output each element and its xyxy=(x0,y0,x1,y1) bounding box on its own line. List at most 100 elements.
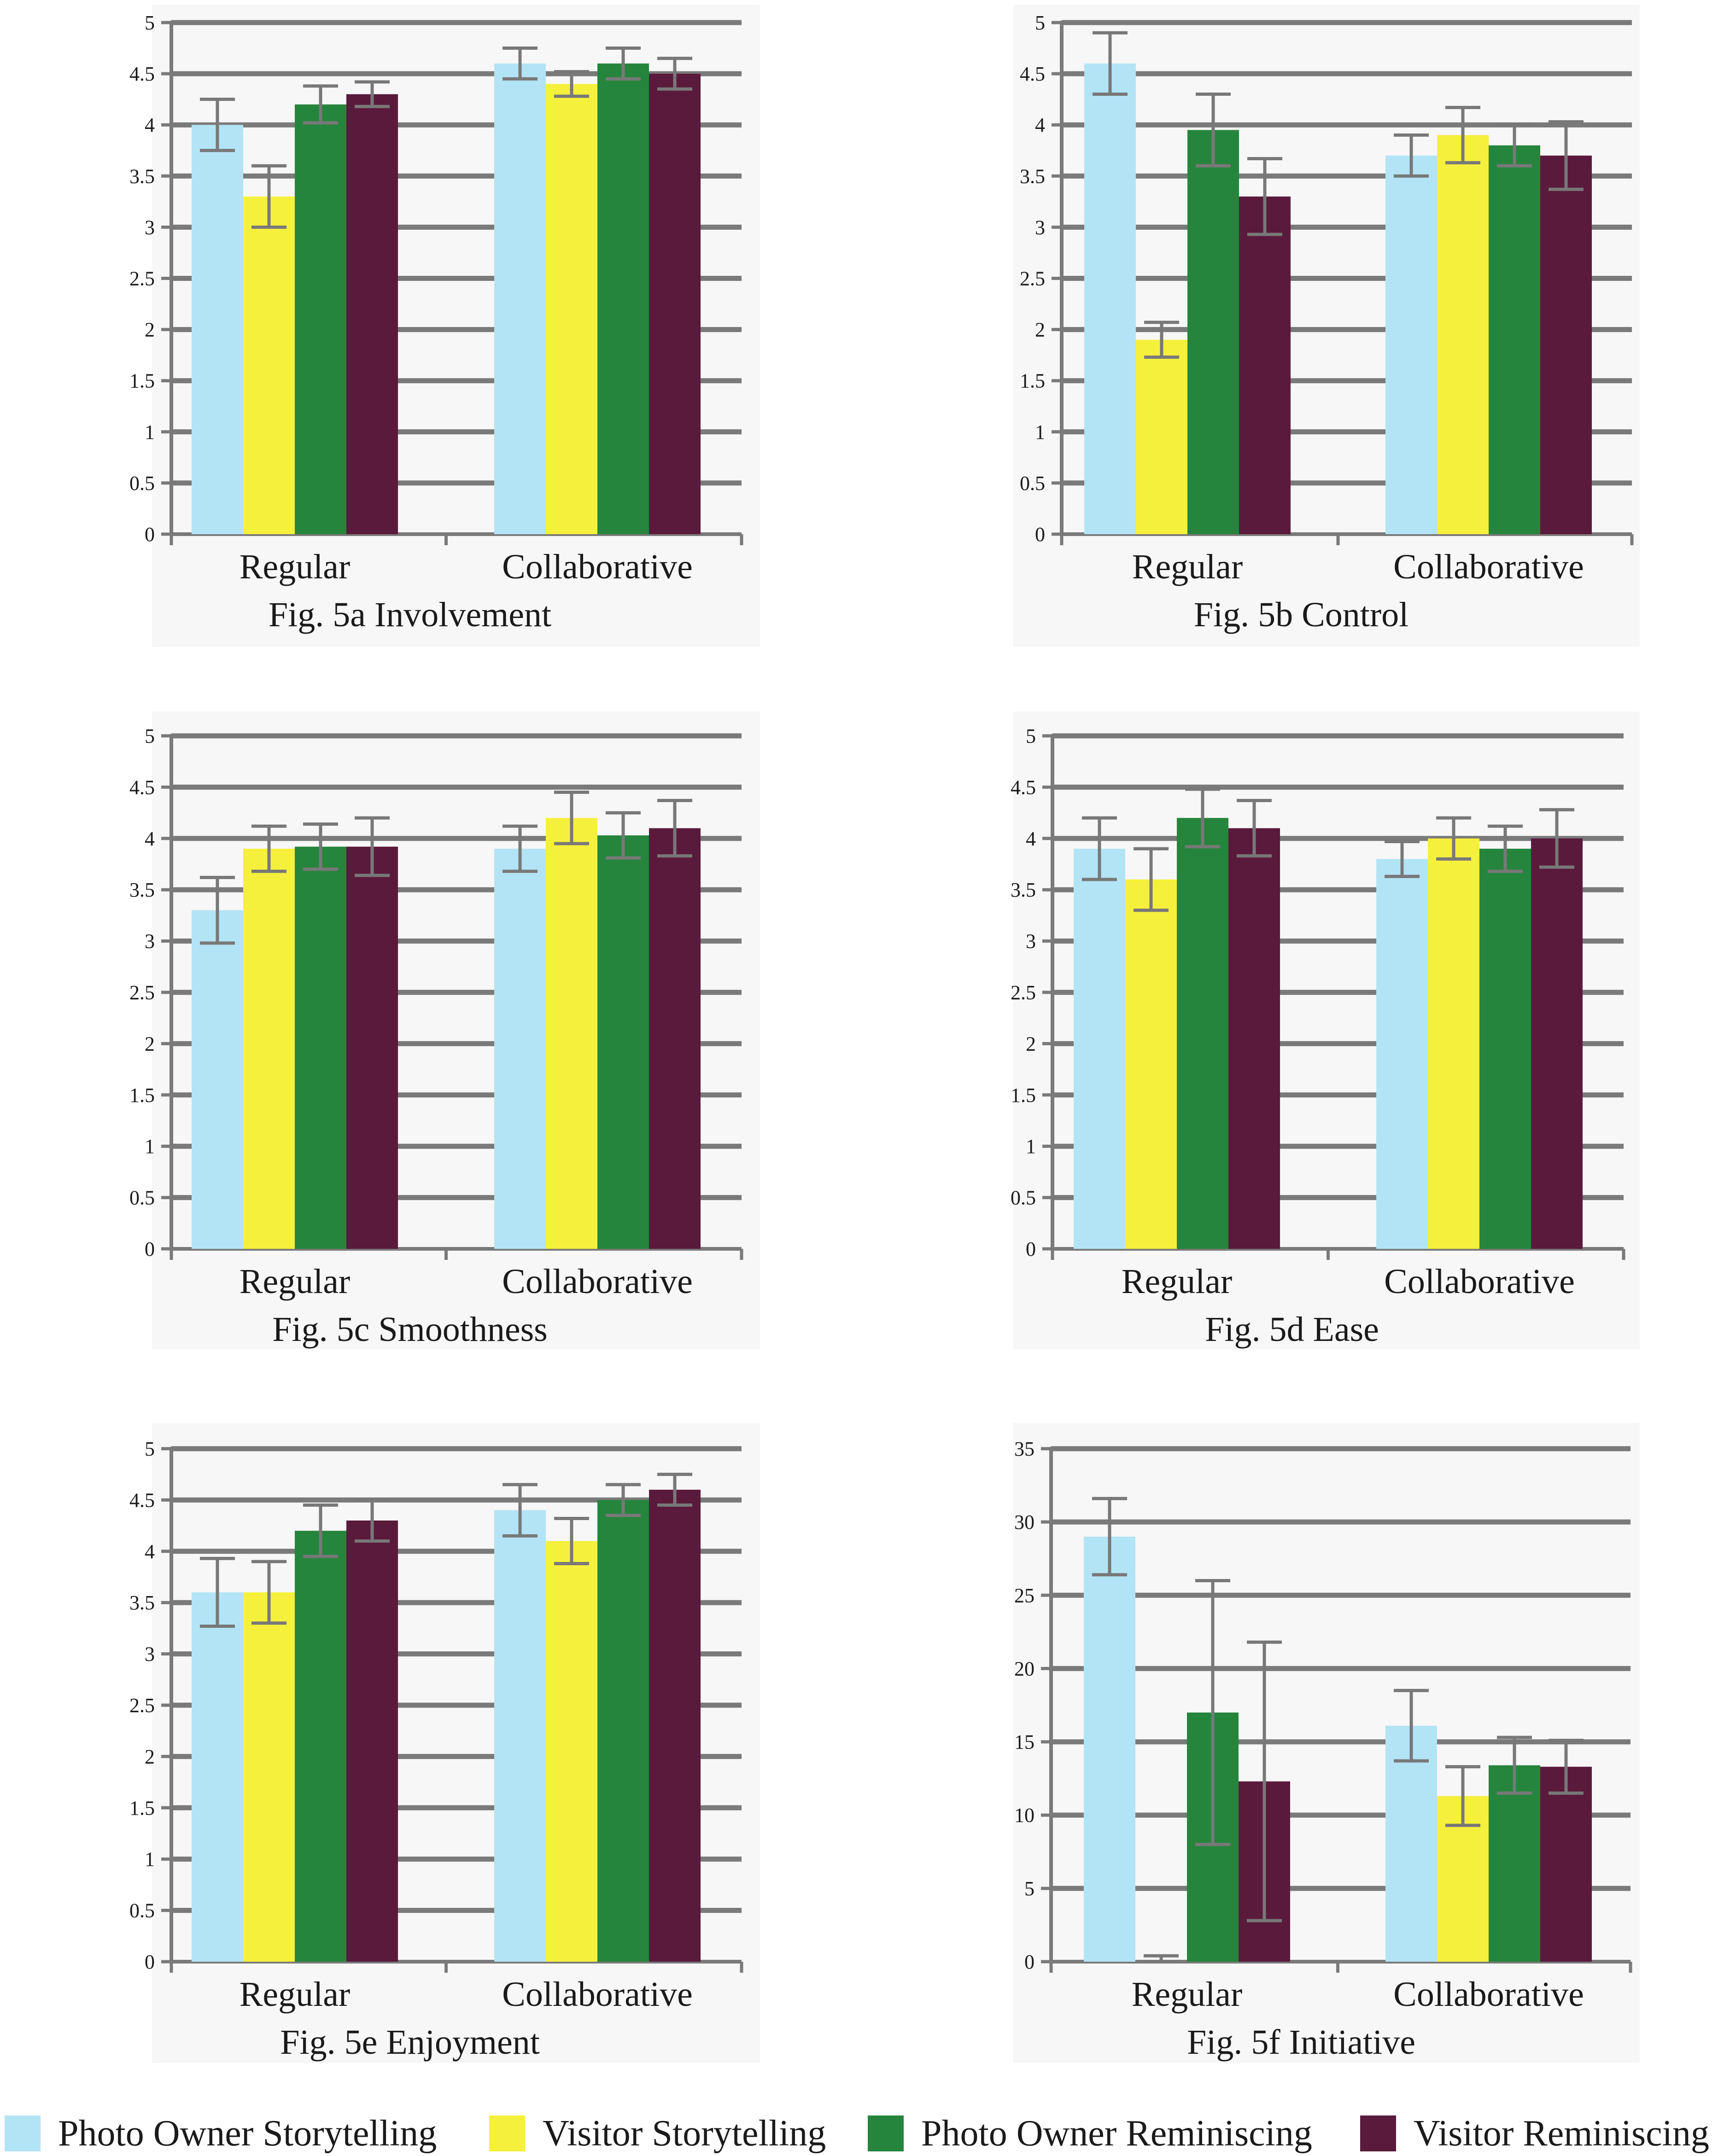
bar xyxy=(1385,1725,1437,1962)
y-tick-label: 4 xyxy=(1026,827,1036,850)
bar xyxy=(494,1510,546,1962)
x-category-label: Collaborative xyxy=(502,1975,693,2014)
bar xyxy=(192,125,243,534)
bar xyxy=(192,910,243,1249)
y-tick-label: 3 xyxy=(1026,930,1036,953)
y-tick-label: 1 xyxy=(145,421,155,443)
bar xyxy=(1428,838,1479,1249)
legend: Photo Owner Storytelling Visitor Storyte… xyxy=(0,2109,1730,2155)
y-tick-label: 4 xyxy=(145,1540,155,1563)
y-tick-label: 1 xyxy=(1035,421,1045,443)
bar xyxy=(243,196,295,534)
bar xyxy=(1177,818,1228,1249)
y-tick-label: 2 xyxy=(1026,1032,1036,1055)
bar xyxy=(1136,339,1187,534)
y-tick-label: 30 xyxy=(1014,1511,1034,1533)
bar xyxy=(1540,1766,1592,1962)
x-category-label: Collaborative xyxy=(1393,1975,1584,2014)
y-tick-label: 5 xyxy=(145,725,155,747)
bar xyxy=(295,104,346,534)
bar xyxy=(346,846,398,1249)
bar xyxy=(494,849,546,1249)
legend-item-visitor-storytelling: Visitor Storytelling xyxy=(489,2113,826,2154)
chart-title: Fig. 5b Control xyxy=(1194,595,1409,634)
y-tick-label: 2 xyxy=(145,1745,155,1768)
chart-title: Fig. 5c Smoothness xyxy=(272,1310,548,1349)
y-tick-label: 0 xyxy=(1035,523,1045,546)
bar xyxy=(597,63,649,534)
y-tick-label: 2 xyxy=(145,1032,155,1055)
y-tick-label: 2.5 xyxy=(129,268,155,290)
bar xyxy=(295,846,346,1249)
bar xyxy=(597,1500,649,1962)
y-tick-label: 0.5 xyxy=(129,1900,155,1922)
y-tick-label: 15 xyxy=(1014,1731,1034,1754)
y-tick-label: 1 xyxy=(145,1135,155,1158)
y-tick-label: 4.5 xyxy=(1011,776,1036,798)
y-tick-label: 3 xyxy=(145,216,155,239)
legend-swatch-visitor-reminiscing xyxy=(1360,2115,1396,2151)
chart-1: 0 0.5 1 1.5 2 2.5 3 3.5 4 4.5 5 Regular Collaborativ… xyxy=(129,5,760,647)
y-tick-label: 2 xyxy=(1035,319,1045,341)
bar xyxy=(1187,130,1239,534)
bar xyxy=(243,1592,295,1962)
legend-item-visitor-reminiscing: Visitor Reminiscing xyxy=(1360,2113,1709,2154)
y-tick-label: 1 xyxy=(1026,1135,1036,1158)
bar xyxy=(1239,196,1291,534)
bar xyxy=(649,1490,701,1962)
y-tick-label: 0.5 xyxy=(1020,472,1045,495)
y-tick-label: 3.5 xyxy=(129,879,155,901)
y-tick-label: 3.5 xyxy=(1011,879,1036,901)
chart-4: 0 0.5 1 1.5 2 2.5 3 3.5 4 4.5 5 Regular Collaborativ… xyxy=(1011,711,1640,1349)
bar xyxy=(243,849,295,1249)
legend-swatch-photo-owner-storytelling xyxy=(5,2115,41,2151)
y-tick-label: 25 xyxy=(1014,1584,1034,1607)
y-tick-label: 4.5 xyxy=(129,776,155,798)
y-tick-label: 5 xyxy=(1024,1877,1034,1900)
y-tick-label: 1.5 xyxy=(129,1084,155,1107)
x-category-label: Regular xyxy=(1122,1262,1233,1301)
bar xyxy=(1489,1765,1540,1962)
bar xyxy=(1376,859,1428,1249)
x-category-label: Regular xyxy=(240,1975,351,2014)
y-tick-label: 10 xyxy=(1014,1804,1034,1827)
y-tick-label: 2.5 xyxy=(1011,981,1036,1004)
bar xyxy=(1540,155,1592,534)
y-tick-label: 3 xyxy=(145,1643,155,1666)
bar xyxy=(295,1531,346,1962)
chart-6: 0 5 10 15 20 25 30 35 Regular Collaborative Fig. 5… xyxy=(1013,1423,1640,2063)
y-tick-label: 4.5 xyxy=(1020,63,1045,85)
y-tick-label: 3.5 xyxy=(129,165,155,187)
x-category-label: Collaborative xyxy=(502,548,693,586)
y-tick-label: 5 xyxy=(145,12,155,34)
y-tick-label: 4.5 xyxy=(129,63,155,85)
bar xyxy=(494,63,546,534)
x-category-label: Collaborative xyxy=(1393,548,1584,586)
y-tick-label: 5 xyxy=(1026,725,1036,747)
bar xyxy=(597,835,649,1249)
legend-label: Visitor Storytelling xyxy=(543,2113,826,2154)
legend-swatch-photo-owner-reminiscing xyxy=(868,2115,904,2151)
bar xyxy=(1074,849,1125,1249)
y-tick-label: 2 xyxy=(145,319,155,341)
y-tick-label: 4 xyxy=(145,827,155,850)
y-tick-label: 4.5 xyxy=(129,1489,155,1511)
x-category-label: Collaborative xyxy=(502,1262,693,1301)
bar xyxy=(546,818,597,1249)
y-tick-label: 5 xyxy=(1035,12,1045,34)
bar xyxy=(546,84,597,534)
chart-5: 0 0.5 1 1.5 2 2.5 3 3.5 4 4.5 5 Regular Collaborativ… xyxy=(129,1423,760,2063)
y-tick-label: 4 xyxy=(145,114,155,136)
y-tick-label: 0 xyxy=(145,1238,155,1260)
y-tick-label: 2.5 xyxy=(129,1694,155,1717)
chart-title: Fig. 5a Involvement xyxy=(269,595,551,634)
y-tick-label: 0 xyxy=(1026,1238,1036,1260)
bar xyxy=(346,94,398,535)
bar xyxy=(1228,828,1280,1249)
y-tick-label: 0.5 xyxy=(1011,1187,1036,1209)
bar xyxy=(1531,838,1583,1249)
y-tick-label: 1.5 xyxy=(129,370,155,392)
y-tick-label: 20 xyxy=(1014,1657,1034,1680)
x-category-label: Collaborative xyxy=(1384,1262,1575,1301)
x-category-label: Regular xyxy=(1132,548,1243,586)
